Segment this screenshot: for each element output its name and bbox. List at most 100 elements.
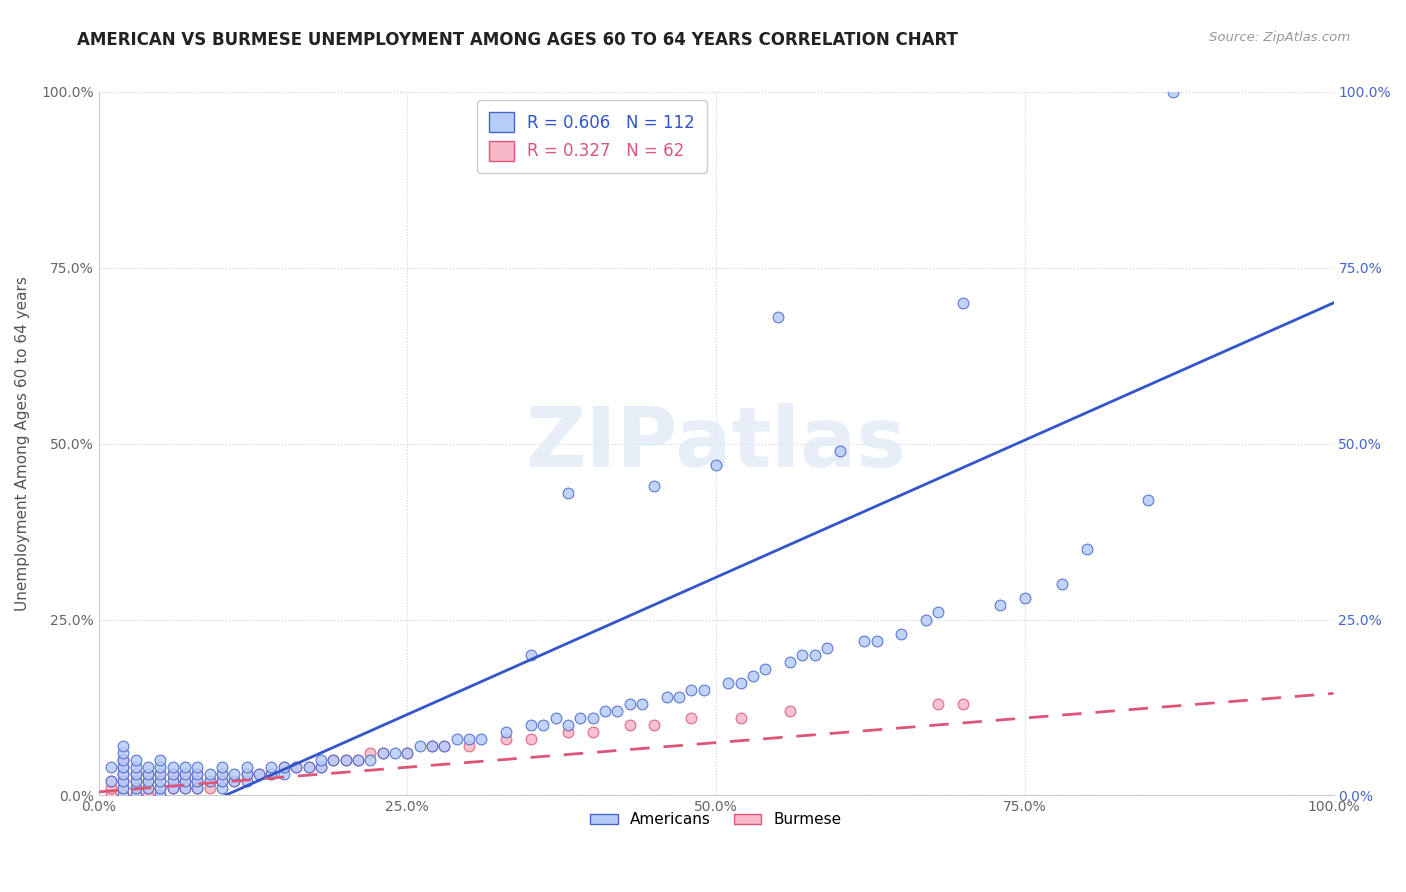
Y-axis label: Unemployment Among Ages 60 to 64 years: Unemployment Among Ages 60 to 64 years (15, 277, 30, 611)
Point (174, 760, 197, 774)
Point (124, 774, 146, 789)
Point (124, 789, 146, 803)
Point (606, 704, 628, 718)
Point (112, 781, 135, 796)
Point (717, 676, 740, 690)
Point (186, 760, 208, 774)
Point (112, 739, 135, 753)
Point (174, 781, 197, 796)
Point (162, 781, 184, 796)
Point (1050, 577, 1073, 591)
Point (779, 655, 801, 669)
Point (124, 753, 146, 767)
Point (162, 781, 184, 796)
Point (136, 767, 159, 781)
Point (136, 781, 159, 796)
Point (619, 718, 641, 732)
Point (531, 718, 554, 732)
Point (100, 781, 122, 796)
Point (224, 774, 246, 789)
Point (236, 767, 259, 781)
Point (988, 599, 1011, 613)
Point (371, 746, 394, 760)
Point (211, 767, 233, 781)
Point (186, 767, 208, 781)
Point (149, 781, 172, 796)
Point (754, 662, 776, 676)
Point (149, 767, 172, 781)
Point (347, 753, 370, 767)
Point (347, 753, 370, 767)
Text: ZIPatlas: ZIPatlas (526, 403, 907, 484)
Point (136, 789, 159, 803)
Point (162, 774, 184, 789)
Point (520, 732, 543, 747)
Point (100, 774, 122, 789)
Point (260, 760, 283, 774)
Point (458, 739, 481, 753)
Point (828, 443, 851, 458)
Point (359, 753, 381, 767)
Point (681, 682, 703, 697)
Point (186, 774, 208, 789)
Point (211, 760, 233, 774)
Point (359, 746, 381, 760)
Point (297, 760, 319, 774)
Point (100, 760, 122, 774)
Point (211, 774, 233, 789)
Point (285, 760, 308, 774)
Point (335, 753, 357, 767)
Point (927, 697, 949, 711)
Point (1161, 85, 1184, 99)
Point (433, 739, 456, 753)
Point (557, 486, 579, 500)
Point (112, 767, 135, 781)
Point (322, 753, 344, 767)
Point (458, 732, 481, 747)
Point (149, 760, 172, 774)
Point (124, 789, 146, 803)
Point (186, 767, 208, 781)
Point (112, 781, 135, 796)
Point (112, 789, 135, 803)
Point (433, 739, 456, 753)
Point (247, 767, 270, 781)
Point (569, 711, 592, 725)
Point (211, 774, 233, 789)
Point (742, 669, 765, 683)
Point (174, 767, 197, 781)
Point (309, 760, 332, 774)
Point (100, 789, 122, 803)
Point (112, 760, 135, 774)
Point (136, 781, 159, 796)
Point (779, 704, 801, 718)
Point (112, 746, 135, 760)
Point (890, 626, 912, 640)
Point (174, 781, 197, 796)
Point (309, 753, 332, 767)
Point (520, 648, 543, 662)
Point (285, 760, 308, 774)
Point (1137, 492, 1160, 507)
Point (581, 725, 603, 739)
Point (952, 697, 974, 711)
Point (396, 746, 419, 760)
Point (124, 767, 146, 781)
Point (124, 760, 146, 774)
Point (446, 732, 468, 747)
Point (236, 767, 259, 781)
Point (1076, 542, 1098, 557)
Point (124, 781, 146, 796)
Point (136, 767, 159, 781)
Point (804, 648, 827, 662)
Point (1014, 591, 1036, 606)
Text: Source: ZipAtlas.com: Source: ZipAtlas.com (1209, 31, 1350, 45)
Point (100, 774, 122, 789)
Point (112, 753, 135, 767)
Point (470, 732, 492, 747)
Point (544, 711, 567, 725)
Point (124, 767, 146, 781)
Point (162, 760, 184, 774)
Point (149, 789, 172, 803)
Point (865, 633, 887, 648)
